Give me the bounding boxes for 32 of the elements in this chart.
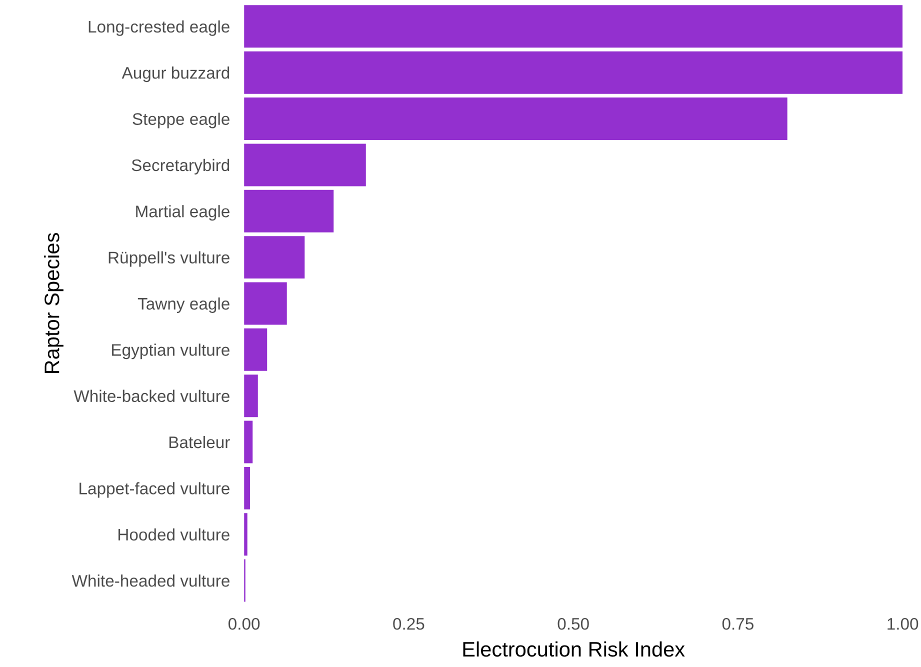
- x-tick-label: 0.00: [228, 618, 260, 630]
- y-tick-label: Tawny eagle: [138, 297, 230, 313]
- bar: [244, 98, 788, 140]
- bar: [244, 51, 903, 94]
- y-tick-label: Rüppell's vulture: [108, 251, 230, 267]
- y-tick-label: Bateleur: [169, 436, 230, 448]
- x-tick-label: 0.75: [722, 618, 754, 630]
- bar: [244, 236, 305, 279]
- y-tick-label: Hooded vulture: [118, 528, 230, 541]
- y-tick-label: White-headed vulture: [72, 574, 230, 587]
- x-tick-label: 0.50: [558, 618, 589, 630]
- y-tick-label: Lappet-faced vulture: [80, 482, 230, 498]
- y-tick-label: Long-crested eagle: [88, 20, 230, 36]
- y-axis-title: Raptor Species: [44, 233, 64, 373]
- bar: [244, 5, 903, 48]
- y-tick-label: Steppe eagle: [132, 112, 230, 128]
- y-tick-label: Secretarybird: [132, 158, 230, 174]
- y-tick-label: White-backed vulture: [74, 390, 230, 402]
- bar: [244, 282, 287, 325]
- bar: [244, 466, 250, 510]
- bar: [244, 190, 334, 232]
- bar: [244, 144, 366, 186]
- bar: [244, 374, 258, 418]
- y-tick-label: Martial eagle: [136, 205, 230, 221]
- bar: [244, 513, 248, 556]
- x-axis-title: Electrocution Risk Index: [463, 641, 685, 657]
- y-tick-label: Egyptian vulture: [112, 344, 230, 360]
- y-tick-label: Augur buzzard: [122, 66, 230, 82]
- bar: [244, 328, 268, 371]
- x-tick-label: 1.00: [888, 618, 918, 630]
- bar: [244, 420, 253, 464]
- x-tick-label: 0.25: [393, 618, 424, 630]
